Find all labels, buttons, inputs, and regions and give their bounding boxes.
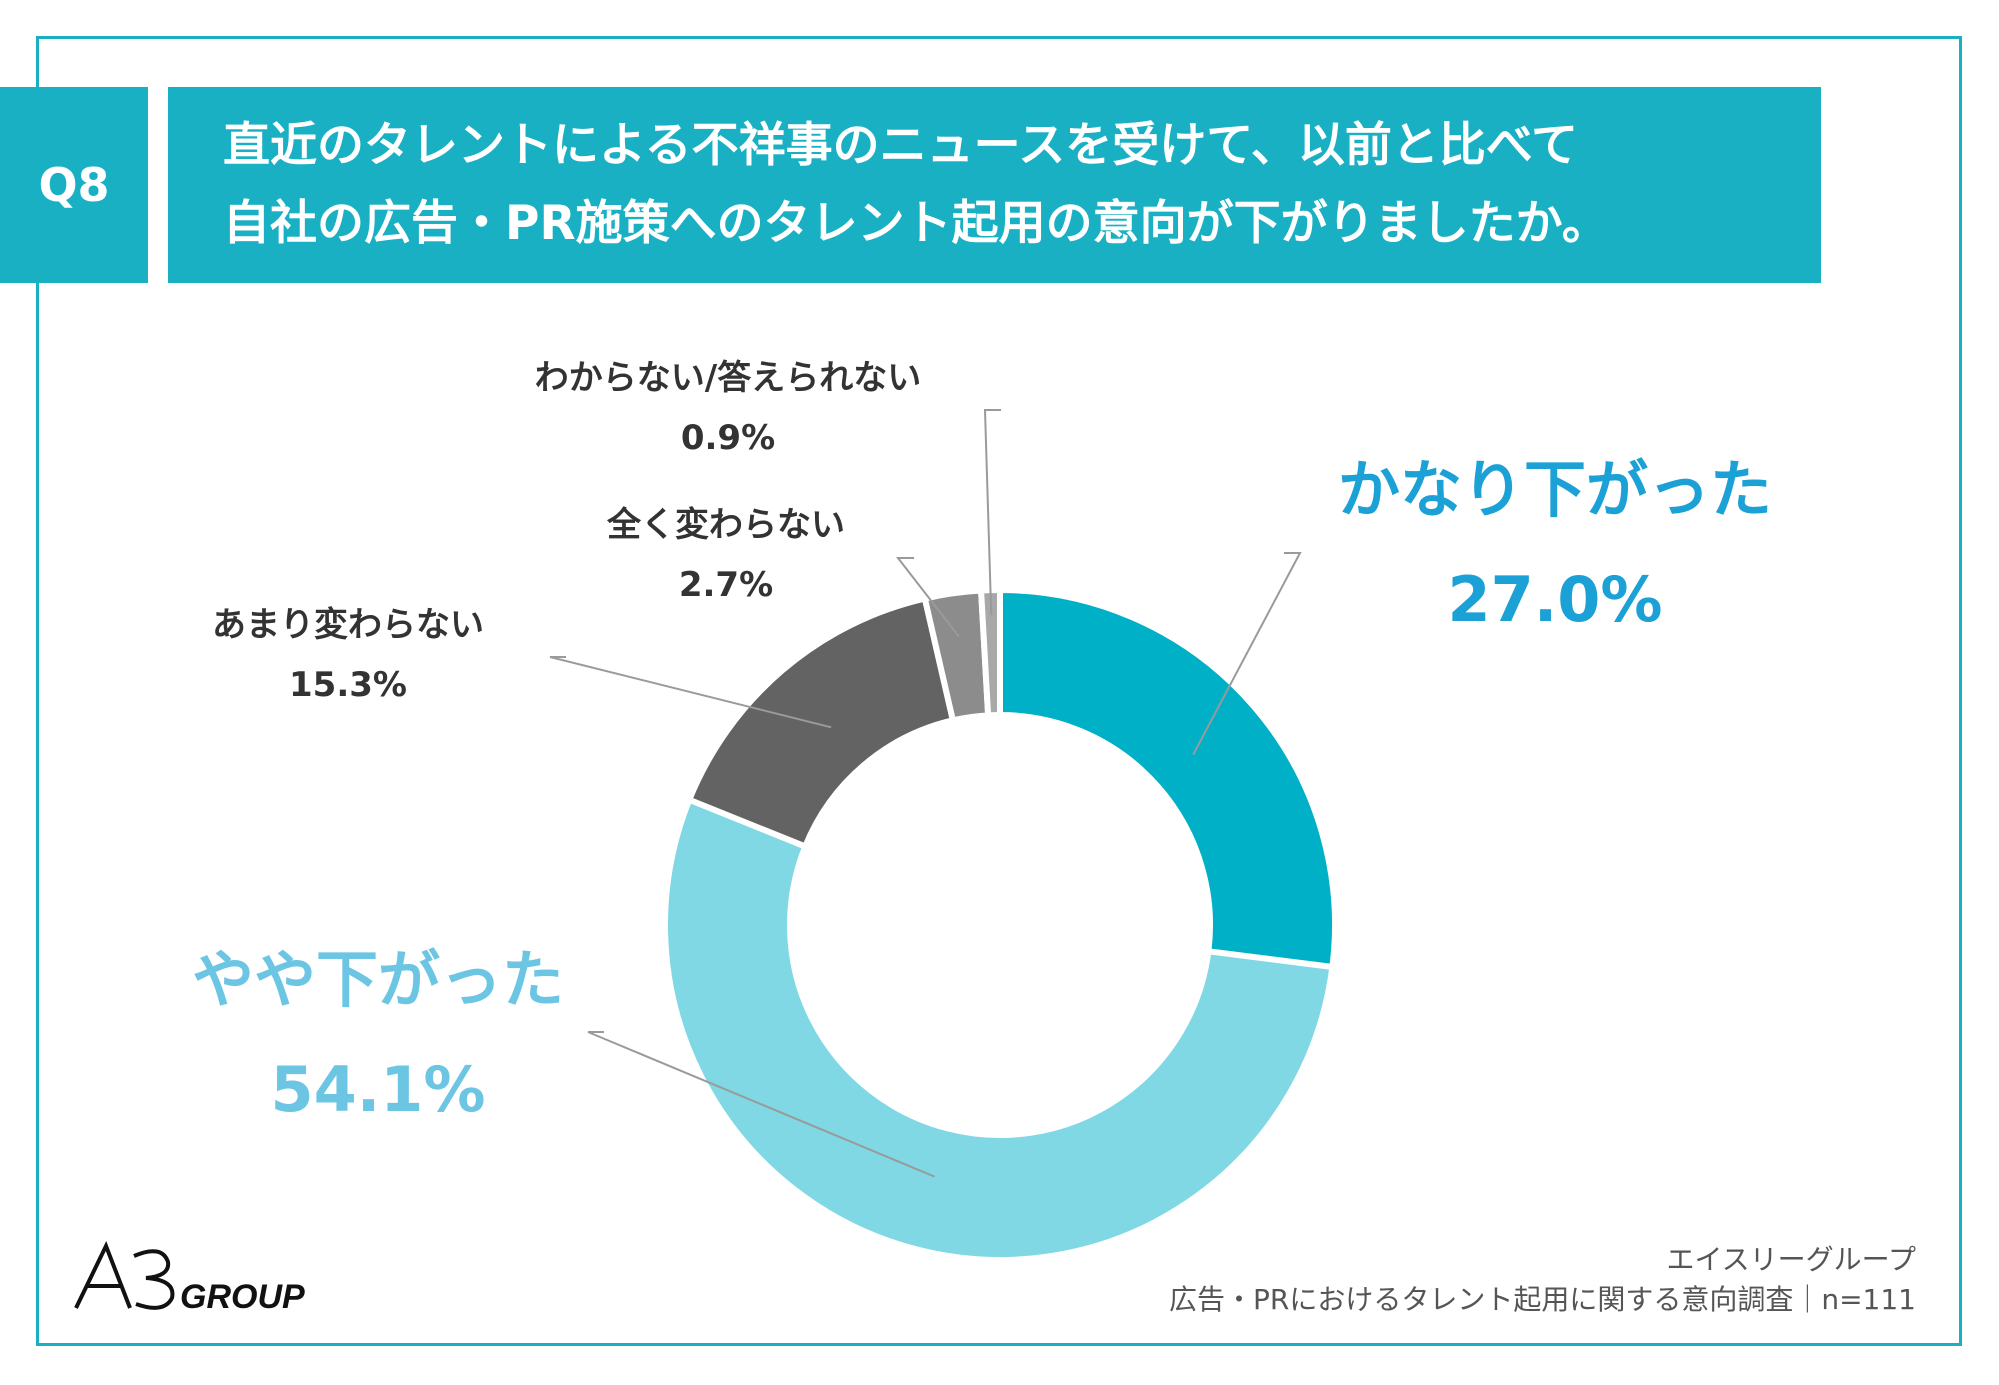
a3-group-logo: GROUP bbox=[74, 1240, 305, 1316]
slice-label-value: 2.7% bbox=[678, 565, 774, 605]
slice-label-name: あまり変わらない bbox=[212, 605, 484, 645]
leader-line bbox=[587, 1031, 935, 1178]
slice-label-amari: あまり変わらない 15.3% bbox=[212, 595, 484, 715]
slice-label-name: かなり下がった bbox=[1337, 453, 1773, 526]
leader-line bbox=[1192, 552, 1302, 756]
source-note: エイスリーグループ 広告・PRにおけるタレント起用に関する意向調査｜n=111 bbox=[1169, 1240, 1916, 1320]
slice-label-value: 15.3% bbox=[289, 665, 407, 705]
svg-text:GROUP: GROUP bbox=[180, 1278, 305, 1316]
slice-label-mattaku: 全く変わらない 2.7% bbox=[607, 495, 845, 615]
source-line-1: エイスリーグループ bbox=[1666, 1243, 1916, 1276]
slice-amari-kawaranai bbox=[685, 594, 957, 851]
slice-label-name: わからない/答えられない bbox=[534, 358, 922, 398]
slice-yaya-sagatta bbox=[662, 795, 1336, 1263]
leader-line bbox=[895, 557, 960, 638]
slice-label-value: 54.1% bbox=[270, 1053, 486, 1126]
slice-label-wakaranai: わからない/答えられない 0.9% bbox=[535, 348, 921, 468]
slice-label-name: やや下がった bbox=[191, 943, 565, 1016]
slice-kanari-sagatta bbox=[997, 586, 1338, 971]
source-line-2: 広告・PRにおけるタレント起用に関する意向調査｜n=111 bbox=[1169, 1283, 1916, 1316]
question-title-bar: 直近のタレントによる不祥事のニュースを受けて、以前と比べて 自社の広告・PR施策… bbox=[168, 87, 1821, 283]
slice-label-kanari: かなり下がった 27.0% bbox=[1338, 435, 1772, 655]
slice-label-value: 0.9% bbox=[680, 418, 776, 458]
slice-wakaranai bbox=[977, 586, 1003, 719]
question-number-badge: Q8 bbox=[0, 87, 148, 283]
leader-line bbox=[549, 656, 832, 729]
slice-label-name: 全く変わらない bbox=[607, 505, 845, 545]
question-title-line-1: 直近のタレントによる不祥事のニュースを受けて、以前と比べて bbox=[223, 118, 1579, 173]
slice-label-value: 27.0% bbox=[1447, 563, 1663, 636]
question-title-line-2: 自社の広告・PR施策へのタレント起用の意向が下がりましたか。 bbox=[223, 196, 1609, 251]
slide-frame bbox=[36, 36, 1962, 1346]
slice-label-yaya: やや下がった 54.1% bbox=[192, 925, 564, 1145]
leader-line bbox=[983, 409, 1001, 616]
